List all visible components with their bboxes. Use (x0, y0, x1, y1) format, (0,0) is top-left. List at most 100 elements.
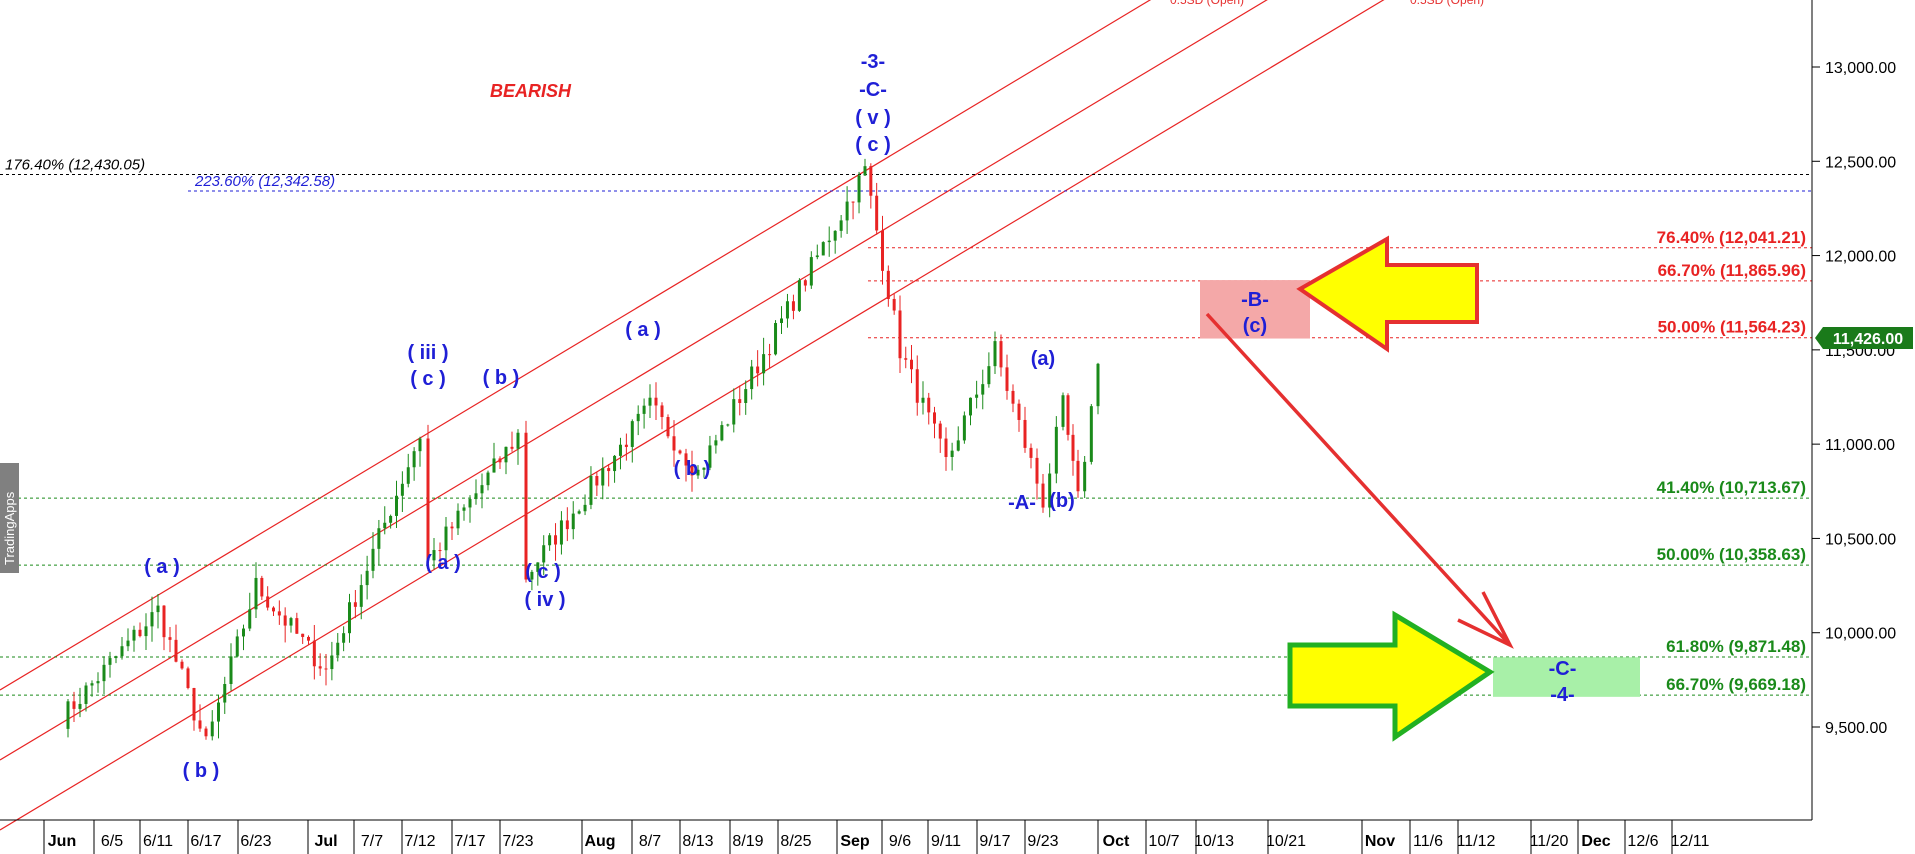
x-tick-label: 10/13 (1194, 833, 1234, 850)
projection-arrowhead (1457, 591, 1514, 649)
fib-label: 76.40% (12,041.21) (1657, 228, 1806, 247)
candle-body (295, 618, 299, 634)
candle-body (192, 687, 196, 721)
candle-body (785, 301, 789, 319)
candle-body (400, 483, 404, 496)
candle-body (272, 607, 275, 612)
x-tick-label: Sep (840, 833, 870, 850)
candle-body (577, 511, 581, 514)
candle-body (1035, 457, 1039, 484)
candle-body (180, 661, 184, 669)
candle-body (660, 405, 664, 418)
candle-body (839, 220, 843, 231)
y-tick-label: 10,000.00 (1825, 626, 1896, 643)
fib-label: 41.40% (10,713.67) (1657, 478, 1806, 497)
candle-body (956, 440, 960, 451)
wave-label: ( a ) (625, 319, 661, 341)
candle-body (1089, 406, 1093, 462)
y-tick-label: 12,000.00 (1825, 249, 1896, 266)
x-tick-label: 6/17 (190, 833, 221, 850)
candle-body (1011, 390, 1015, 404)
x-tick-label: Dec (1581, 833, 1610, 850)
candle-body (1061, 395, 1065, 427)
channel-label: 0.5SD (Open) (1410, 0, 1484, 7)
last-price-tag: 11,426.00 (1815, 327, 1913, 349)
candle-body (944, 438, 948, 458)
fib-label: 223.60% (12,342.58) (194, 173, 335, 190)
candle-body (999, 341, 1003, 368)
candle-body (1005, 367, 1009, 391)
candle-body (875, 195, 879, 231)
x-tick-label: 9/6 (889, 833, 911, 850)
candle-body (815, 255, 819, 258)
candle-body (797, 280, 801, 311)
channel-line (0, 0, 1385, 831)
candle-body (690, 465, 694, 476)
wave-label: ( b ) (483, 367, 520, 389)
candle-body (780, 318, 783, 324)
candle-body (406, 467, 410, 484)
candle-body (791, 301, 795, 311)
candle-body (708, 445, 712, 468)
candle-body (450, 526, 454, 529)
candle-body (353, 602, 357, 607)
candle-body (156, 605, 160, 613)
candle-body (210, 721, 214, 737)
candle-body (565, 520, 569, 530)
candle-body (571, 513, 575, 530)
candle-body (696, 469, 700, 476)
wave-label: -3- (861, 51, 885, 73)
candle-body (72, 701, 76, 709)
candle-body (432, 550, 436, 561)
candle-body (204, 728, 208, 737)
candle-body (630, 421, 634, 447)
candle-body (542, 545, 546, 563)
candle-body (524, 432, 528, 580)
candle-body (962, 415, 966, 441)
candle-body (993, 341, 997, 367)
x-tick-label: 10/21 (1266, 833, 1306, 850)
candle-body (738, 399, 742, 403)
candle-body (803, 280, 807, 286)
candle-body (950, 450, 954, 458)
x-tick-label: 11/12 (1457, 833, 1496, 850)
x-tick-label: 6/23 (240, 833, 271, 850)
candle-body (336, 642, 340, 656)
x-tick-label: Jul (314, 833, 337, 850)
candle-body (672, 436, 676, 451)
fib-levels: 176.40% (12,430.05) 223.60% (12,342.58) 76… (0, 156, 1812, 696)
x-tick-label: 11/6 (1413, 833, 1443, 850)
watermark-text: TradingApps (2, 491, 17, 565)
candle-body (607, 468, 611, 472)
candle-body (845, 201, 849, 221)
y-tick-label: 13,000.00 (1825, 60, 1896, 77)
wave-label: ( iv ) (524, 589, 565, 611)
x-tick-label: Nov (1365, 833, 1395, 850)
last-price-value: 11,426.00 (1833, 331, 1903, 348)
candle-body (938, 423, 942, 439)
x-tick-label: 9/11 (931, 833, 961, 850)
candle-body (229, 656, 233, 684)
candle-body (774, 323, 778, 355)
candle-body (474, 493, 478, 500)
candle-body (444, 526, 448, 551)
candle-body (120, 646, 124, 657)
candle-body (132, 629, 136, 641)
candle-body (618, 444, 622, 456)
candle-body (365, 570, 369, 586)
candle-body (383, 522, 387, 529)
candle-body (462, 507, 466, 511)
x-tick-label: 7/7 (361, 833, 383, 850)
wave-label: ( a ) (425, 552, 461, 574)
candles (66, 158, 1100, 741)
x-tick-label: 8/25 (780, 833, 811, 850)
candle-body (530, 571, 534, 580)
candle-body (324, 668, 328, 670)
fib-label: 66.70% (9,669.18) (1666, 675, 1806, 694)
candle-body (1017, 403, 1021, 420)
x-tick-label: 12/6 (1627, 833, 1658, 850)
candle-body (827, 240, 831, 243)
x-tick-label: 8/19 (732, 833, 763, 850)
